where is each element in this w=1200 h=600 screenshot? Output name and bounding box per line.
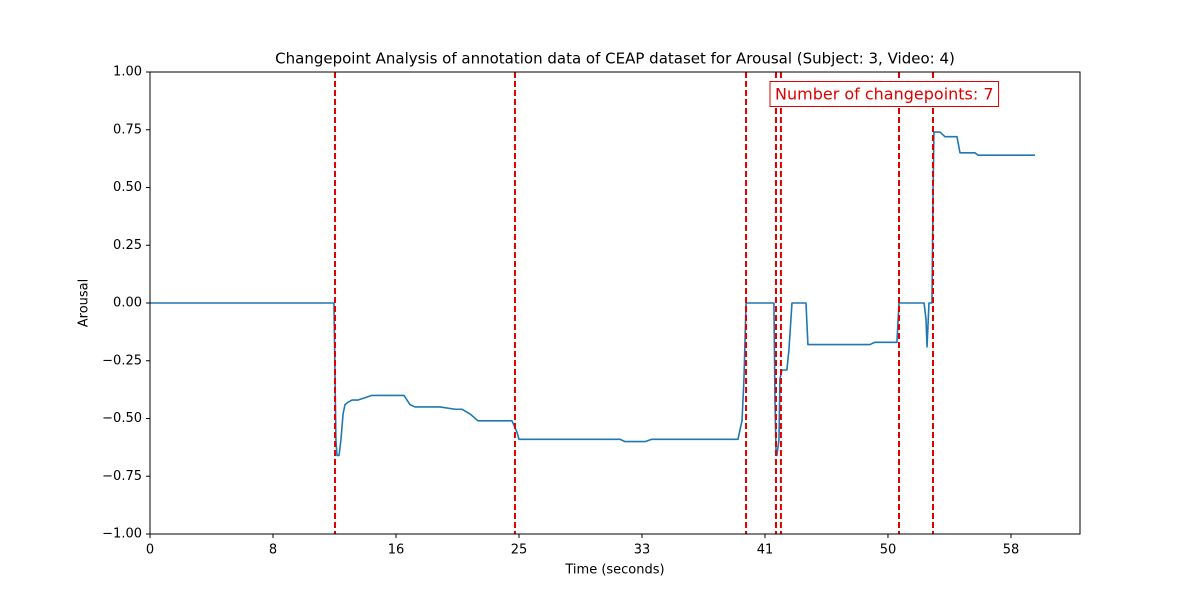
y-tick-label: −0.75: [102, 469, 142, 484]
y-tick-label: −1.00: [102, 527, 142, 542]
x-tick-label: 8: [269, 543, 277, 558]
annotation-box: [769, 81, 1000, 107]
x-tick-label: 16: [388, 543, 405, 558]
x-tick-label: 58: [1003, 543, 1020, 558]
chart-title: Changepoint Analysis of annotation data …: [275, 50, 955, 68]
y-tick-label: 0.00: [113, 296, 142, 311]
x-tick-label: 0: [146, 543, 154, 558]
x-tick-label: 41: [757, 543, 774, 558]
y-tick-label: 0.50: [113, 180, 142, 195]
y-tick-label: 1.00: [113, 65, 142, 80]
x-axis-label: Time (seconds): [564, 563, 664, 578]
annotation: Number of changepoints: 7: [775, 85, 994, 104]
y-axis-label: Arousal: [77, 279, 92, 328]
y-tick-label: 0.75: [113, 122, 142, 137]
x-tick-label: 50: [880, 543, 897, 558]
y-tick-label: 0.25: [113, 238, 142, 253]
y-tick-label: −0.25: [102, 353, 142, 368]
x-tick-label: 33: [634, 543, 651, 558]
y-tick-label: −0.50: [102, 411, 142, 426]
axes-frame: [149, 71, 1081, 535]
x-tick-label: 25: [511, 543, 528, 558]
